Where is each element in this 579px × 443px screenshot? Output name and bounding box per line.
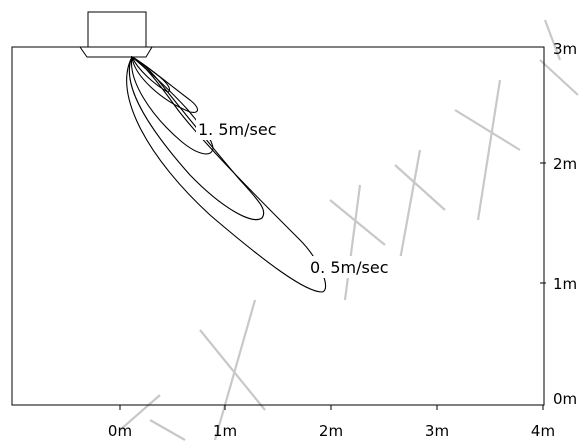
contour-label-inner: 1. 5m/sec (198, 120, 276, 139)
y-tick-2m: 2m (553, 155, 577, 173)
watermark (119, 19, 579, 441)
y-tick-0m: 0m (553, 390, 577, 408)
label-bg-outer (308, 256, 404, 278)
contour-core-2 (130, 55, 171, 93)
x-tick-2m: 2m (319, 422, 343, 440)
room-frame (11, 46, 545, 406)
contour-label-outer: 0. 5m/sec (310, 258, 388, 277)
ac-unit (79, 11, 153, 58)
x-tick-3m: 3m (425, 422, 449, 440)
label-bg-inner (196, 118, 292, 140)
y-axis-ticks (540, 162, 546, 284)
x-axis-ticks (119, 405, 544, 410)
y-tick-3m: 3m (553, 40, 577, 58)
x-tick-4m: 4m (531, 422, 555, 440)
x-tick-1m: 1m (213, 422, 237, 440)
x-tick-0m: 0m (108, 422, 132, 440)
contour-outer (126, 56, 327, 293)
contour-inner (130, 55, 214, 155)
y-tick-1m: 1m (553, 275, 577, 293)
